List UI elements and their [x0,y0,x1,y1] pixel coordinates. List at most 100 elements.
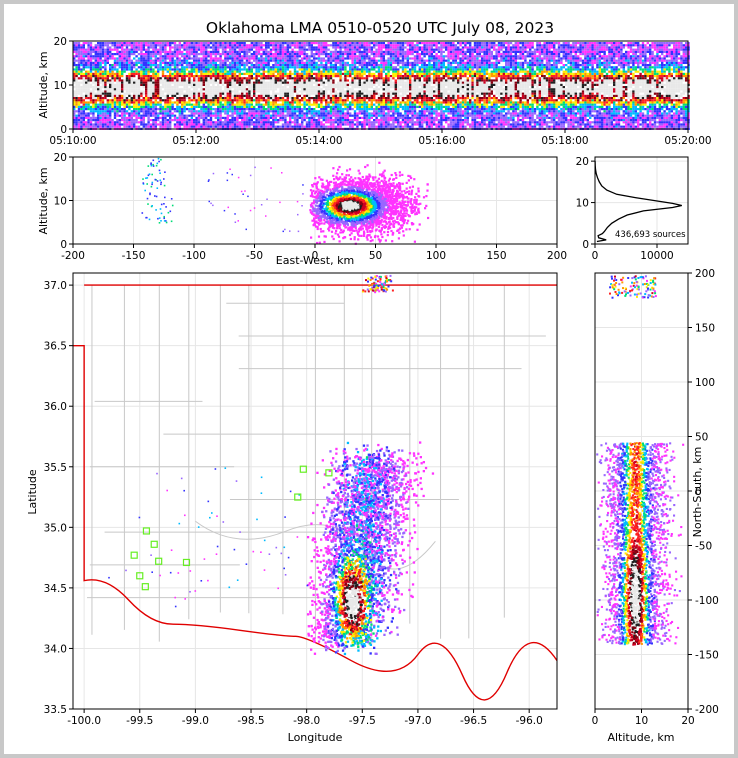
time-density-cell [217,60,219,62]
time-density-cell [265,62,267,64]
time-density-cell [215,108,217,110]
time-density-cell [169,90,171,92]
time-density-cell [203,112,205,114]
time-density-cell [147,97,149,99]
time-density-cell [368,86,370,88]
time-density-cell [272,106,274,108]
time-density-cell [263,84,265,86]
time-density-cell [318,126,320,128]
time-density-cell [167,42,169,44]
time-density-cell [181,110,183,112]
time-density-cell [248,79,250,81]
time-density-cell [265,101,267,103]
time-density-cell [342,62,344,64]
time-density-cell [92,126,94,128]
time-density-cell [323,49,325,51]
time-density-cell [97,110,99,112]
time-density-cell [251,44,253,46]
time-density-cell [407,123,409,125]
time-density-cell [296,79,298,81]
time-density-cell [289,117,291,119]
time-density-cell [267,101,269,103]
time-density-cell [155,44,157,46]
time-density-cell [265,66,267,68]
time-density-cell [229,55,231,57]
time-density-cell [85,108,87,110]
time-density-cell [85,79,87,81]
time-density-cell [87,71,89,73]
time-density-cell [339,121,341,123]
time-density-cell [123,49,125,51]
time-density-cell [205,84,207,86]
time-density-cell [371,75,373,77]
time-density-cell [347,112,349,114]
time-density-cell [392,93,394,95]
time-density-cell [85,53,87,55]
time-density-cell [342,108,344,110]
time-density-cell [303,95,305,97]
time-density-cell [248,44,250,46]
time-density-cell [234,73,236,75]
time-density-cell [205,101,207,103]
time-density-cell [128,62,130,64]
time-density-cell [162,51,164,53]
time-density-cell [272,53,274,55]
time-density-cell [253,93,255,95]
time-density-cell [219,77,221,79]
time-density-cell [109,110,111,112]
time-density-cell [114,49,116,51]
time-density-cell [255,115,257,117]
time-density-cell [147,123,149,125]
time-density-cell [327,73,329,75]
time-density-cell [140,46,142,48]
time-density-cell [174,73,176,75]
time-density-cell [397,115,399,117]
time-density-cell [109,101,111,103]
time-density-cell [155,95,157,97]
time-density-cell [207,46,209,48]
time-density-cell [380,64,382,66]
time-density-cell [347,53,349,55]
time-density-cell [224,60,226,62]
time-density-cell [210,123,212,125]
time-density-cell [159,110,161,112]
time-density-cell [277,42,279,44]
time-density-cell [229,62,231,64]
time-density-cell [95,60,97,62]
time-density-cell [150,106,152,108]
time-density-cell [210,86,212,88]
time-density-cell [327,115,329,117]
time-density-cell [145,53,147,55]
time-density-cell [157,44,159,46]
time-density-cell [387,112,389,114]
time-density-cell [375,126,377,128]
time-density-cell [75,68,77,70]
time-density-cell [404,51,406,53]
time-density-cell [121,75,123,77]
time-density-cell [102,90,104,92]
time-density-cell [347,106,349,108]
time-density-cell [200,123,202,125]
time-density-cell [102,42,104,44]
time-density-cell [181,75,183,77]
time-density-cell [234,60,236,62]
time-density-cell [361,99,363,101]
time-density-cell [251,42,253,44]
time-density-cell [239,99,241,101]
time-density-cell [291,115,293,117]
time-density-cell [409,51,411,53]
time-density-cell [313,101,315,103]
time-density-cell [320,115,322,117]
time-density-cell [246,123,248,125]
time-density-cell [87,62,89,64]
time-density-cell [354,49,356,51]
time-density-cell [272,79,274,81]
time-density-cell [387,117,389,119]
time-density-cell [344,90,346,92]
time-density-cell [303,71,305,73]
time-density-cell [231,123,233,125]
time-density-cell [75,77,77,79]
time-density-cell [375,75,377,77]
time-density-cell [368,84,370,86]
time-density-cell [289,57,291,59]
